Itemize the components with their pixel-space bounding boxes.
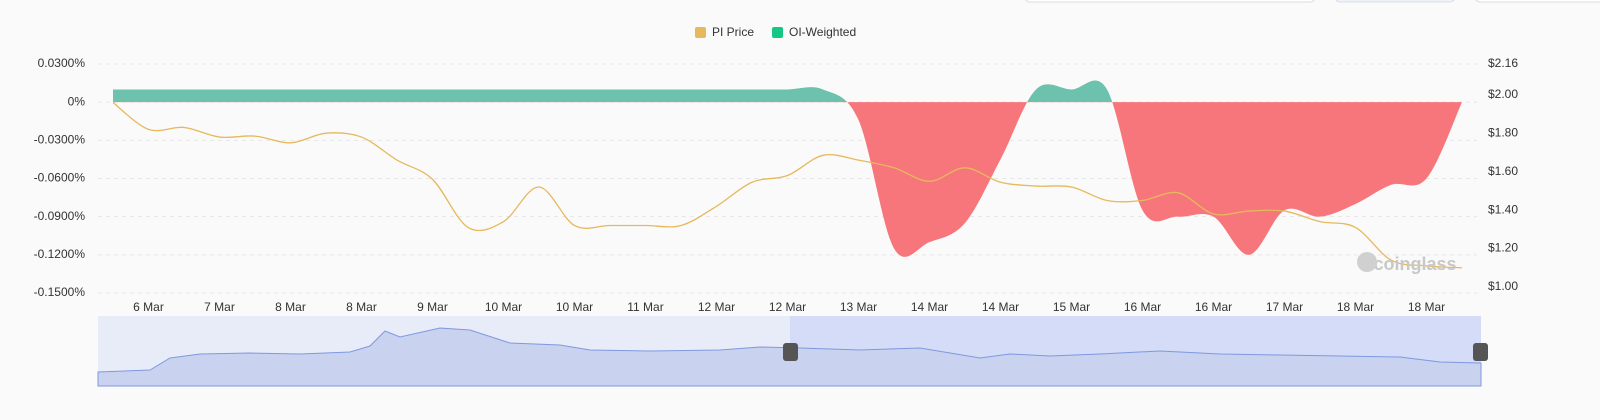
- navigator-handle[interactable]: [783, 343, 798, 361]
- x-tick-label: 11 Mar: [627, 300, 663, 314]
- x-tick-label: 12 Mar: [769, 300, 806, 314]
- x-tick-label: 17 Mar: [1266, 300, 1303, 314]
- y-tick-label: -0.0600%: [34, 171, 86, 185]
- x-tick-label: 8 Mar: [346, 300, 377, 314]
- toolbar-button[interactable]: [1475, 0, 1600, 3]
- y2-tick-label: $1.00: [1488, 279, 1518, 293]
- x-tick-label: 10 Mar: [485, 300, 522, 314]
- x-tick-label: 16 Mar: [1124, 300, 1161, 314]
- y-tick-label: 0.0300%: [38, 56, 86, 70]
- x-tick-label: 18 Mar: [1408, 300, 1445, 314]
- y-tick-label: -0.0900%: [34, 209, 86, 223]
- grid: 0.0300% 0% -0.0300% -0.0600% -0.0900% -0.1200…: [34, 56, 1519, 314]
- legend: PI Price OI-Weighted: [695, 25, 856, 39]
- legend-label: PI Price: [712, 25, 754, 39]
- legend-swatch: [695, 27, 706, 38]
- y2-tick-label: $1.40: [1488, 202, 1518, 216]
- navigator-handle[interactable]: [1473, 343, 1488, 361]
- x-tick-label: 14 Mar: [982, 300, 1019, 314]
- y-tick-label: -0.1500%: [34, 285, 86, 299]
- x-tick-label: 12 Mar: [698, 300, 735, 314]
- x-tick-label: 10 Mar: [556, 300, 593, 314]
- y-tick-label: -0.1200%: [34, 247, 86, 261]
- y2-tick-label: $1.80: [1488, 125, 1518, 139]
- legend-label: OI-Weighted: [789, 25, 856, 39]
- x-tick-label: 7 Mar: [204, 300, 235, 314]
- y2-tick-label: $2.16: [1488, 56, 1518, 70]
- navigator: [97, 316, 1488, 387]
- x-tick-label: 16 Mar: [1195, 300, 1232, 314]
- marks: [112, 80, 1463, 269]
- x-tick-label: 8 Mar: [275, 300, 306, 314]
- x-tick-label: 18 Mar: [1337, 300, 1374, 314]
- x-tick-label: 15 Mar: [1053, 300, 1090, 314]
- y2-tick-label: $1.20: [1488, 241, 1518, 255]
- y-tick-label: 0%: [68, 94, 86, 108]
- x-tick-label: 14 Mar: [911, 300, 948, 314]
- y-tick-label: -0.0300%: [34, 133, 86, 147]
- toolbar-button[interactable]: [1335, 0, 1455, 3]
- y2-tick-label: $2.00: [1488, 87, 1518, 101]
- x-tick-label: 13 Mar: [840, 300, 877, 314]
- watermark: coinglass: [1373, 254, 1456, 274]
- oi-area: [113, 80, 1462, 257]
- y2-tick-label: $1.60: [1488, 164, 1518, 178]
- x-tick-label: 6 Mar: [133, 300, 164, 314]
- x-tick-label: 9 Mar: [417, 300, 448, 314]
- toolbar-input[interactable]: [1025, 0, 1315, 3]
- watermark-icon: [1357, 252, 1377, 272]
- legend-swatch: [772, 27, 784, 38]
- price-line: [112, 101, 1463, 269]
